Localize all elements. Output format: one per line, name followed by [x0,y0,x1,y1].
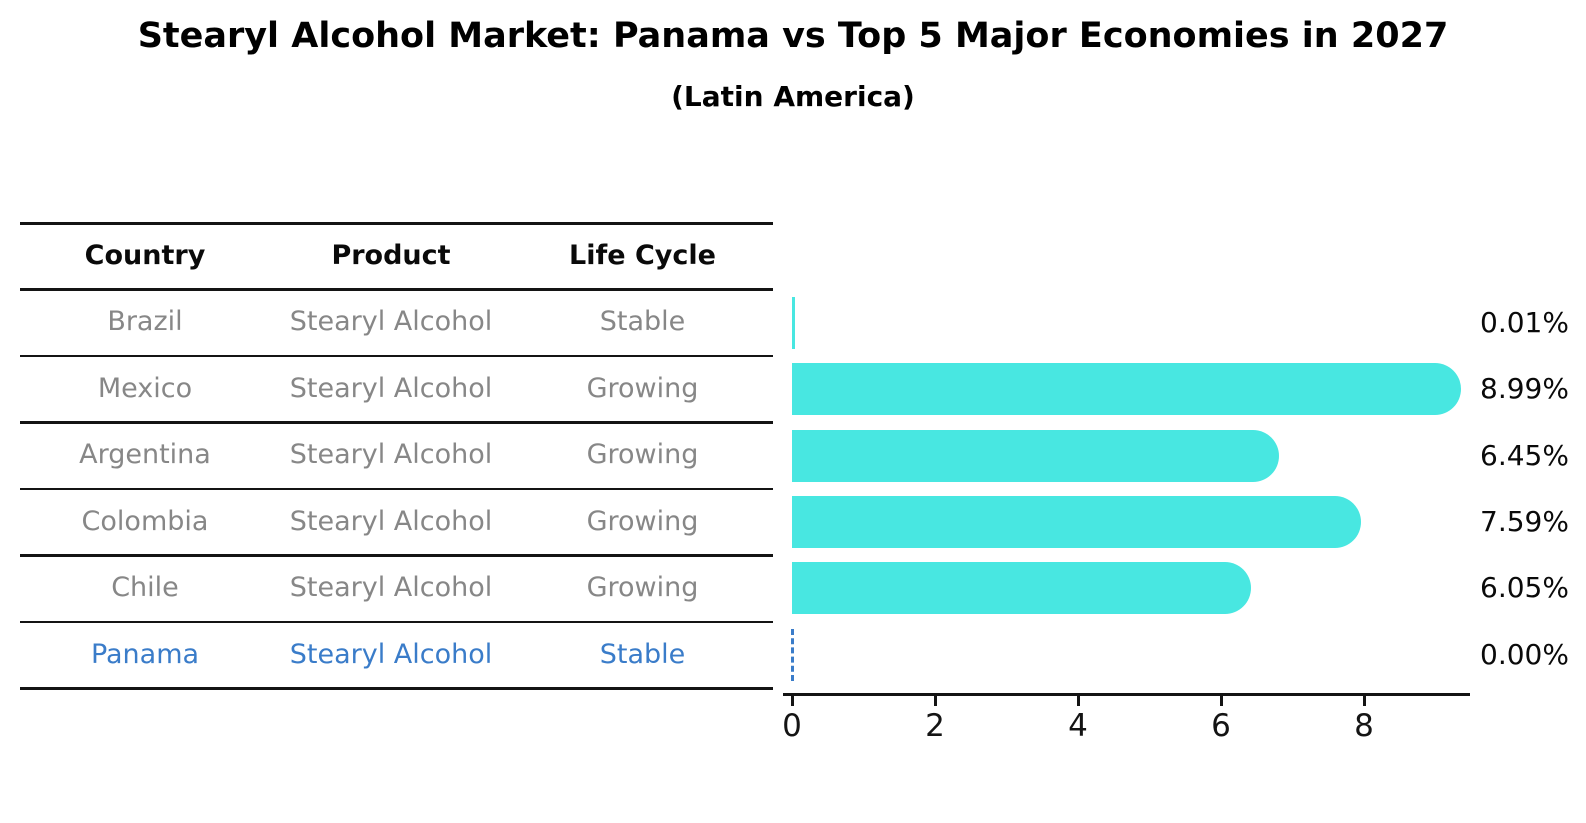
bar-chile [792,562,1251,615]
product-cell-chile: Stearyl Alcohol [289,572,493,604]
table-rule [20,354,773,358]
zero-value-marker-panama [791,628,794,681]
value-label-panama: 0.00% [1480,637,1569,671]
x-tick-label: 2 [925,708,945,744]
table-rule [20,620,773,624]
bar-colombia [792,495,1361,548]
value-label-colombia: 7.59% [1480,504,1569,538]
bar-argentina [792,429,1280,482]
x-tick [1363,695,1366,706]
chart-subtitle: (Latin America) [671,80,915,113]
x-tick [934,695,937,706]
lifecycle-cell-mexico: Growing [586,372,699,404]
lifecycle-cell-colombia: Growing [586,505,699,537]
column-header-country: Country [84,240,206,271]
table-rule [20,222,773,225]
table-rule [20,554,773,557]
product-cell-mexico: Stearyl Alcohol [289,372,493,404]
lifecycle-cell-chile: Growing [586,572,699,604]
product-cell-argentina: Stearyl Alcohol [289,439,493,471]
bar-mexico [792,363,1461,416]
table-rule [20,487,773,491]
country-cell-mexico: Mexico [97,372,193,404]
x-tick-label: 4 [1068,708,1088,744]
product-cell-colombia: Stearyl Alcohol [289,505,493,537]
x-tick-label: 0 [782,708,802,744]
table-rule [20,288,773,291]
lifecycle-cell-argentina: Growing [586,439,699,471]
country-cell-colombia: Colombia [81,505,209,537]
product-cell-brazil: Stearyl Alcohol [289,306,493,338]
country-cell-brazil: Brazil [107,306,183,338]
country-cell-panama: Panama [90,638,200,670]
x-tick-label: 8 [1354,708,1374,744]
x-axis-line [783,693,1470,696]
x-tick [791,695,794,706]
lifecycle-cell-panama: Stable [599,638,686,670]
x-tick [1220,695,1223,706]
country-cell-argentina: Argentina [79,439,211,471]
column-header-life-cycle: Life Cycle [569,240,716,271]
value-label-argentina: 6.45% [1480,438,1569,472]
column-header-product: Product [331,240,451,271]
country-cell-chile: Chile [111,572,179,604]
value-label-chile: 6.05% [1480,571,1569,605]
chart-title: Stearyl Alcohol Market: Panama vs Top 5 … [137,16,1449,56]
x-tick-label: 6 [1211,708,1231,744]
product-cell-panama: Stearyl Alcohol [289,638,493,670]
value-label-mexico: 8.99% [1480,372,1569,406]
value-label-brazil: 0.01% [1480,305,1569,339]
table-rule [20,421,773,424]
table-rule [20,687,773,690]
x-tick [1077,695,1080,706]
lifecycle-cell-brazil: Stable [599,306,686,338]
bar-brazil [792,296,795,349]
